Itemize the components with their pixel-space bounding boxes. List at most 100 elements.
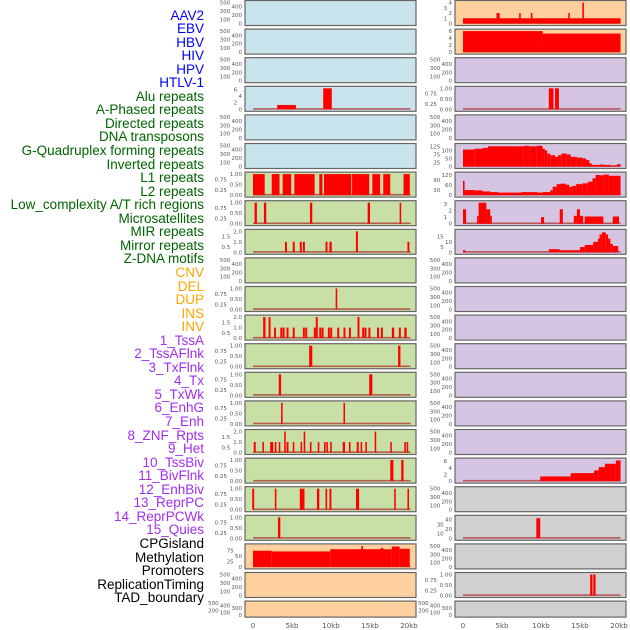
track-label: Alu repeats [135, 88, 204, 104]
x-tick-label: 20kb [400, 622, 418, 630]
y-tick-label: 200 [232, 13, 243, 19]
y-tick-label: 200 [442, 328, 453, 334]
data-bar [486, 209, 491, 224]
y-tick-label: 300 [430, 123, 441, 129]
data-bar [541, 217, 545, 224]
track-label: DNA transposons [98, 129, 204, 145]
y-tick-label: 500 [430, 115, 441, 121]
y-tick-label: 500 [430, 401, 441, 407]
data-bar [374, 431, 377, 453]
track-label: A-Phased repeats [95, 102, 204, 118]
data-bar [612, 216, 619, 224]
data-bar [482, 191, 491, 196]
data-bar [584, 244, 594, 253]
y-tick-label: 75 [227, 548, 234, 554]
panel-background [454, 486, 627, 513]
data-bar [284, 241, 287, 253]
baseline [253, 394, 411, 396]
data-bar [300, 442, 303, 453]
y-tick-label: 300 [430, 381, 441, 387]
data-bar [372, 174, 381, 196]
y-tick-label: 10 [445, 240, 452, 246]
track-label: DUP [175, 292, 204, 308]
data-bar [360, 442, 363, 453]
y-tick-label: 400 [442, 119, 453, 125]
data-bar [316, 488, 320, 510]
y-tick-label: 0.75 [215, 292, 228, 298]
y-tick-label: 200 [442, 70, 453, 76]
data-bar [463, 149, 475, 167]
track-label: 4_Tx [173, 373, 204, 389]
y-tick-label: 300 [430, 409, 441, 415]
data-bar [464, 190, 475, 196]
panel-background [454, 543, 627, 570]
data-bar [550, 155, 556, 167]
data-bar [309, 345, 313, 367]
track-labels: AAV2 EBV HBV HIV HPV HTLV-1 Alu repeats A-Phase… [0, 0, 204, 630]
y-tick-label: 0 [239, 107, 243, 113]
data-bar [608, 175, 621, 196]
y-tick-label: 200 [442, 442, 453, 448]
y-tick-label: 200 [442, 271, 453, 277]
y-tick-label: 500 [220, 144, 231, 150]
y-tick-label: 0.50 [230, 497, 243, 503]
data-bar [399, 202, 402, 224]
data-bar [365, 442, 367, 453]
data-bar [561, 153, 567, 167]
y-tick-label: 0.50 [230, 297, 243, 303]
data-bar [582, 158, 587, 167]
data-bar [303, 431, 306, 453]
data-bar [593, 574, 596, 596]
y-tick-label: 200 [442, 356, 453, 362]
track-label: 2_TssAFlnk [134, 346, 204, 362]
y-tick-label: 400 [232, 577, 243, 583]
y-tick-label: 0.50 [230, 354, 243, 360]
y-tick-label: 200 [442, 128, 453, 134]
y-tick-label: 0 [449, 222, 453, 228]
y-tick-label: 10 [437, 532, 444, 538]
data-bar [617, 164, 621, 167]
y-tick-label: 4 [449, 466, 453, 472]
data-bar [323, 442, 326, 453]
data-bar [252, 488, 255, 510]
y-tick-label: 1.00 [230, 172, 243, 178]
x-axis: 0 5kb 10kb 15kb 20kb 0 5kb 10kb 15kb 20kb [251, 622, 628, 630]
data-bar [271, 174, 280, 196]
data-bar [309, 202, 313, 224]
x-tick-label: 15kb [361, 622, 379, 630]
track-label: Microsatellites [118, 210, 204, 226]
y-tick-label: 0.0 [233, 451, 242, 457]
y-tick-label: 0.75 [215, 492, 228, 498]
y-tick-label: 1.00 [230, 458, 243, 464]
y-tick-label: 4 [449, 1, 453, 7]
data-bar [605, 234, 609, 253]
panel-background [454, 314, 627, 341]
data-bar [559, 250, 580, 253]
y-tick-label: 400 [232, 33, 243, 39]
y-tick-label: 2.0 [233, 315, 242, 321]
y-tick-label: 3 [444, 6, 448, 12]
y-tick-label: 200 [232, 70, 243, 76]
data-bar [323, 88, 332, 110]
y-tick-label: 2 [449, 43, 453, 49]
y-tick-label: 400 [232, 62, 243, 68]
y-tick-label: 1.5 [222, 320, 231, 326]
panel-background [244, 514, 417, 541]
y-tick-label: 0 [449, 250, 453, 256]
track-panel-left-17: 0.000.250.500.751.00 [215, 486, 417, 514]
data-bar [580, 247, 585, 253]
y-tick-label: 400 [442, 262, 453, 268]
data-bar [478, 202, 487, 224]
track-label: HPV [176, 61, 204, 77]
data-bar [274, 327, 277, 339]
data-bar [253, 442, 256, 453]
track-label: INV [181, 319, 204, 335]
y-tick-label: 0 [239, 613, 243, 619]
data-bar [268, 317, 271, 339]
y-tick-label: 100 [220, 589, 231, 595]
data-bar [403, 174, 410, 196]
